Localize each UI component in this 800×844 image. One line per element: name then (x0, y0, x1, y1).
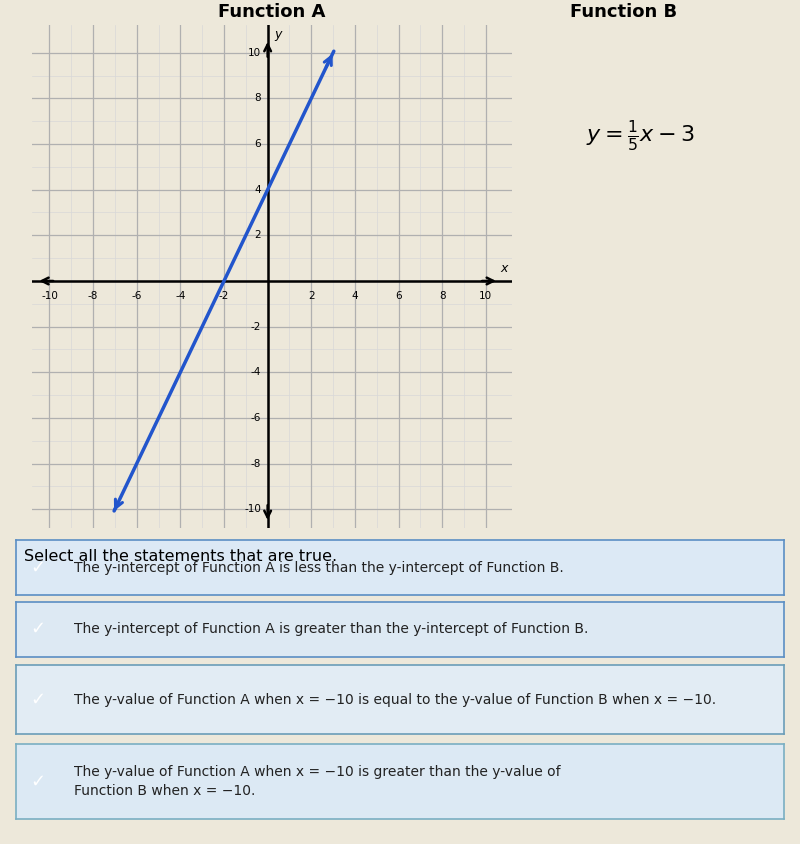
Text: -8: -8 (88, 291, 98, 301)
Text: 4: 4 (254, 185, 261, 195)
Text: -6: -6 (131, 291, 142, 301)
Text: 8: 8 (439, 291, 446, 301)
Text: Function B: Function B (570, 3, 678, 21)
Text: -2: -2 (219, 291, 229, 301)
Text: -10: -10 (244, 504, 261, 514)
Text: 8: 8 (254, 94, 261, 103)
Text: The y-intercept of Function A is greater than the y-intercept of Function B.: The y-intercept of Function A is greater… (74, 622, 588, 636)
Text: -10: -10 (41, 291, 58, 301)
Text: The y-value of Function A when x = −10 is greater than the y-value of
Function B: The y-value of Function A when x = −10 i… (74, 766, 560, 798)
Text: -4: -4 (250, 367, 261, 377)
Text: x: x (501, 262, 508, 275)
Text: The y-intercept of Function A is less than the y-intercept of Function B.: The y-intercept of Function A is less th… (74, 560, 563, 575)
Text: Function A: Function A (218, 3, 326, 21)
Text: -4: -4 (175, 291, 186, 301)
Text: -8: -8 (250, 458, 261, 468)
Text: ✓: ✓ (30, 690, 46, 709)
Text: 4: 4 (351, 291, 358, 301)
Text: ✓: ✓ (30, 772, 46, 791)
Text: -6: -6 (250, 413, 261, 423)
Text: -2: -2 (250, 322, 261, 332)
Text: 2: 2 (254, 230, 261, 241)
Text: 10: 10 (479, 291, 492, 301)
Text: ✓: ✓ (30, 559, 46, 576)
Text: The y-value of Function A when x = −10 is equal to the y-value of Function B whe: The y-value of Function A when x = −10 i… (74, 693, 716, 706)
Text: 10: 10 (248, 48, 261, 57)
Text: ✓: ✓ (30, 620, 46, 638)
Text: 2: 2 (308, 291, 314, 301)
Text: Select all the statements that are true.: Select all the statements that are true. (24, 549, 337, 564)
Text: y: y (274, 28, 282, 41)
Text: $y = \frac{1}{5}x - 3$: $y = \frac{1}{5}x - 3$ (586, 117, 694, 153)
Text: 6: 6 (254, 139, 261, 149)
Text: 6: 6 (395, 291, 402, 301)
